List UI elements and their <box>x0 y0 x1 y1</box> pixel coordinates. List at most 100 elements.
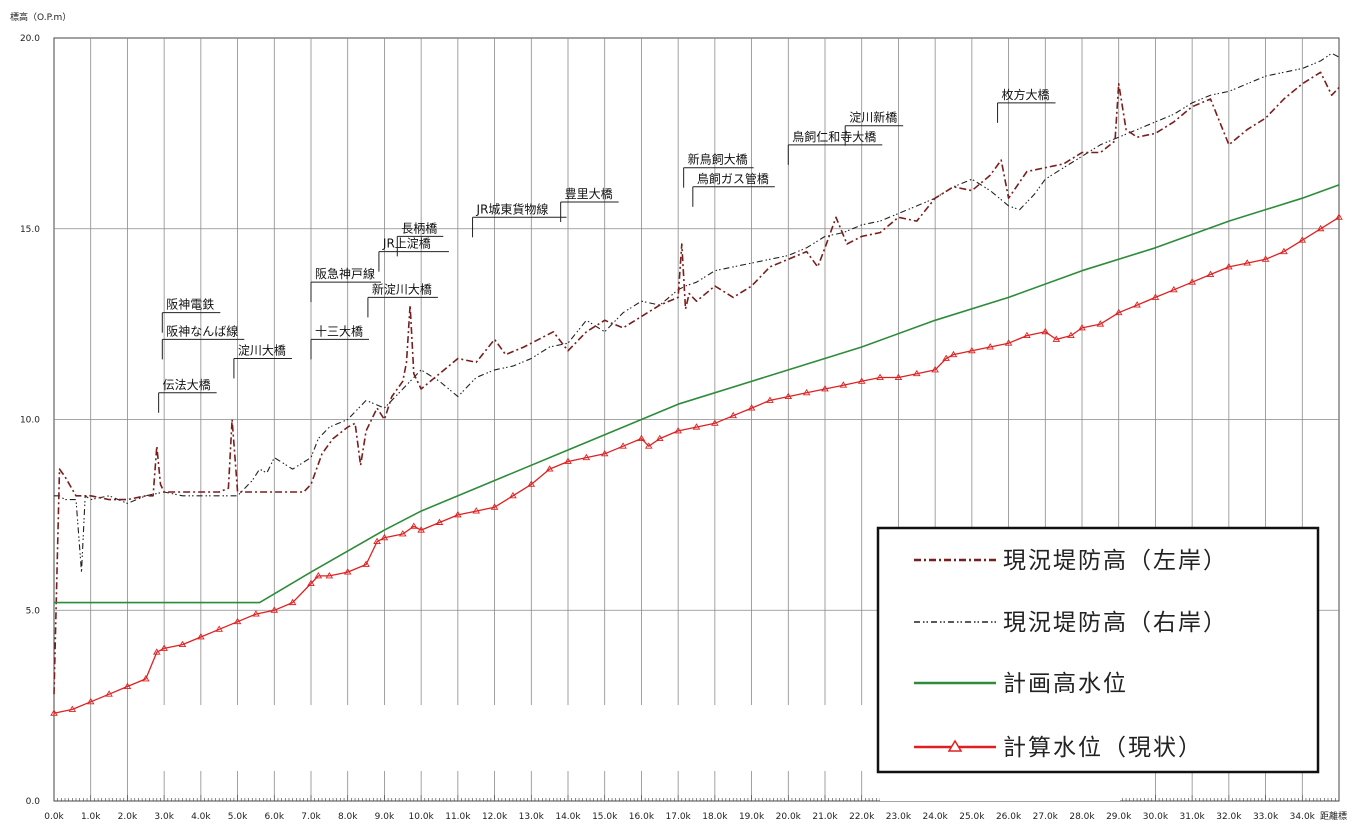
data-point-marker <box>692 423 701 430</box>
x-tick-label: 32.0k <box>1216 812 1242 822</box>
x-tick-label: 17.0k <box>666 812 692 822</box>
data-point-marker <box>343 568 352 575</box>
data-point-marker <box>821 385 829 392</box>
data-point-marker <box>1041 327 1050 335</box>
tick-labels: 0.0k 1.0k 2.0k 3.0k 4.0k 5.0k 6.0k 7.0k 8.0k 9.0k… <box>20 34 1316 822</box>
annotation-label: 新鳥飼大橋 <box>688 152 748 167</box>
annotation-label: 十三大橋 <box>315 324 363 338</box>
series-line <box>53 71 1340 695</box>
annotation-label: 伝法大橋 <box>163 378 211 392</box>
series-line <box>53 216 1340 714</box>
x-tick-label: 22.0k <box>849 812 875 822</box>
y-axis-title: 標高（O.P.m） <box>10 11 71 23</box>
series-0 <box>53 71 1340 695</box>
bridge-annotation: 淀川大橋 <box>233 343 292 379</box>
data-point-marker <box>1133 301 1141 308</box>
data-point-marker <box>1023 331 1031 339</box>
data-point-marker <box>153 648 161 655</box>
data-point-marker <box>931 366 939 373</box>
data-point-marker <box>729 411 738 419</box>
data-point-marker <box>252 610 260 617</box>
data-point-marker <box>1261 255 1270 262</box>
annotation-label: 淀川大橋 <box>238 343 286 357</box>
annotation-label: 長柄橋 <box>401 221 437 235</box>
bridge-annotation: 伝法大橋 <box>158 378 217 413</box>
data-point-marker <box>876 373 884 380</box>
data-point-marker <box>747 404 756 411</box>
data-point-marker <box>545 465 554 472</box>
x-tick-label: 21.0k <box>812 812 838 822</box>
data-point-marker <box>362 560 370 567</box>
data-point-marker <box>1067 331 1075 339</box>
data-point-marker <box>1225 263 1233 270</box>
data-point-marker <box>802 388 811 396</box>
data-point-marker <box>472 507 481 514</box>
data-point-marker <box>766 396 774 403</box>
x-tick-label: 23.0k <box>886 812 912 822</box>
data-point-marker <box>564 457 572 464</box>
x-tick-label: 34.0k <box>1290 812 1316 822</box>
series-2 <box>54 184 1340 604</box>
annotation-label: 鳥飼ガス管橋 <box>697 171 769 186</box>
data-point-marker <box>857 377 866 384</box>
bridge-annotation: 鳥飼ガス管橋 <box>692 171 775 207</box>
x-tick-label: 2.0k <box>118 812 138 822</box>
data-point-marker <box>655 434 664 442</box>
x-tick-label: 27.0k <box>1033 812 1059 822</box>
x-tick-label: 9.0k <box>375 812 395 822</box>
data-point-marker <box>68 705 77 712</box>
bridge-annotation: JR上淀橋 <box>378 237 449 272</box>
legend-mask <box>155 705 875 771</box>
data-point-marker <box>307 579 315 586</box>
data-point-marker <box>410 522 418 529</box>
data-point-marker <box>1335 213 1343 220</box>
data-point-marker <box>1078 324 1086 331</box>
data-point-marker <box>105 690 113 697</box>
data-point-marker <box>288 598 297 606</box>
legend-entry: 現況堤防高（右岸） <box>914 610 1226 636</box>
y-tick-label: 10.0 <box>20 416 40 426</box>
data-point-marker <box>398 530 407 537</box>
data-point-marker <box>197 633 205 640</box>
data-point-marker <box>123 682 132 689</box>
legend-entry: 計算水位（現状） <box>914 735 1203 761</box>
bridge-annotation: JR城東貨物線 <box>472 201 567 238</box>
data-point-marker <box>1096 320 1105 327</box>
x-tick-label: 13.0k <box>519 812 545 822</box>
annotation-label: 鳥飼仁和寺大橋 <box>792 129 876 144</box>
y-tick-label: 15.0 <box>20 225 40 235</box>
bridge-annotation: 阪神電鉄 <box>161 297 221 333</box>
data-point-marker <box>50 709 58 716</box>
legend-box <box>876 526 1320 774</box>
x-tick-label: 20.0k <box>776 812 802 822</box>
data-point-marker <box>1298 236 1307 243</box>
data-point-marker <box>949 350 958 358</box>
data-point-marker <box>986 343 995 350</box>
data-point-marker <box>380 533 389 541</box>
x-tick-label: 16.0k <box>629 812 655 822</box>
data-series <box>50 52 1343 716</box>
x-tick-label: 11.0k <box>445 812 471 822</box>
x-tick-label: 12.0k <box>482 812 508 822</box>
data-point-marker <box>1169 285 1178 293</box>
data-point-marker <box>141 675 150 682</box>
x-tick-label: 31.0k <box>1180 812 1206 822</box>
data-point-marker <box>600 449 609 457</box>
bridge-annotation: 阪急神戸線 <box>310 266 381 303</box>
x-tick-label: 25.0k <box>959 812 985 822</box>
x-tick-label: 0.0k <box>44 812 64 822</box>
x-tick-label: 7.0k <box>301 812 321 822</box>
data-point-marker <box>1243 259 1252 266</box>
bridge-annotation: 新淀川大橋 <box>367 281 438 318</box>
data-point-marker <box>637 434 646 442</box>
annotation-label: 阪神電鉄 <box>166 297 214 312</box>
data-point-marker <box>894 373 903 380</box>
data-point-marker <box>325 572 334 579</box>
data-point-marker <box>373 537 381 545</box>
annotation-label: 阪急神戸線 <box>315 266 375 281</box>
legend-label: 計算水位（現状） <box>1003 735 1203 761</box>
series-line <box>54 184 1340 604</box>
data-point-marker <box>86 697 95 705</box>
data-point-marker <box>178 640 187 648</box>
